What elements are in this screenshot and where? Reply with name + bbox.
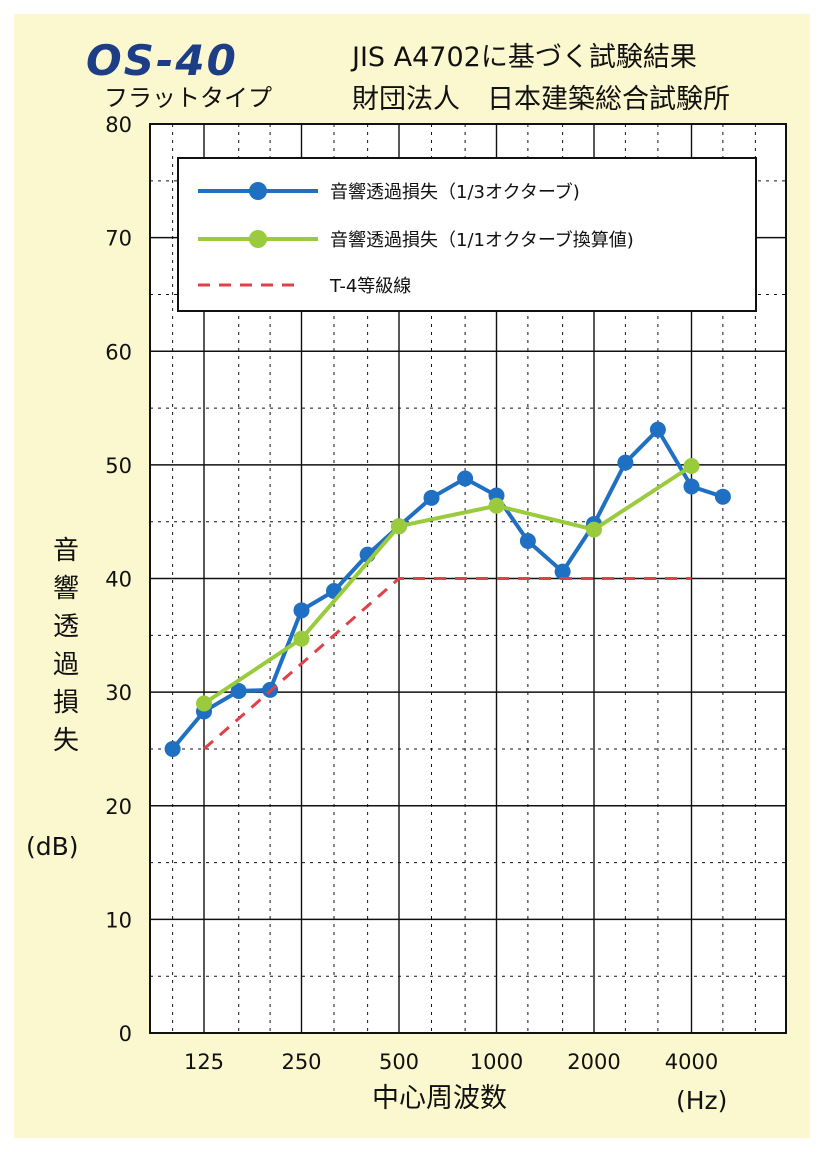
y-tick-label: 30 (105, 681, 132, 705)
y-axis-label-char: 失 (52, 726, 79, 756)
data-point-octave (683, 458, 700, 475)
y-tick-label: 0 (119, 1022, 132, 1046)
data-point-third-octave (683, 478, 700, 495)
x-tick-label: 500 (379, 1050, 419, 1074)
y-axis-label-char: 過 (52, 650, 79, 680)
y-tick-label: 60 (105, 340, 132, 364)
data-point-third-octave (649, 421, 666, 438)
y-axis-label-char: 損 (52, 688, 79, 718)
data-point-octave (488, 497, 505, 514)
data-point-third-octave (293, 602, 310, 619)
data-point-third-octave (423, 489, 440, 506)
legend-swatch-marker (249, 182, 267, 200)
data-point-third-octave (457, 470, 474, 487)
y-axis-label-char: 透 (52, 612, 79, 642)
product-subtype: フラットタイプ (104, 84, 272, 112)
y-axis-label-char: 音 (52, 536, 79, 566)
series-line-t4-grade (203, 577, 692, 751)
x-tick-label: 250 (281, 1050, 321, 1074)
legend-label: 音響透過損失（1/1オクターブ換算値) (330, 229, 634, 251)
product-logo: OS-40 (86, 36, 238, 85)
chart-title: JIS A4702に基づく試験結果 (352, 42, 697, 73)
data-point-third-octave (230, 682, 247, 699)
data-point-octave (586, 521, 602, 538)
legend-box (177, 157, 757, 312)
x-tick-label: 4000 (665, 1050, 718, 1074)
data-point-third-octave (617, 454, 634, 471)
x-tick-label: 2000 (567, 1050, 620, 1074)
x-tick-label: 1000 (470, 1050, 523, 1074)
data-point-third-octave (554, 563, 571, 580)
x-tick-label: 125 (184, 1050, 224, 1074)
legend-label: T-4等級線 (329, 276, 411, 297)
legend-label: 音響透過損失（1/3オクターブ) (330, 181, 580, 203)
y-axis-label-char: 響 (52, 574, 79, 604)
data-point-third-octave (714, 488, 731, 505)
y-tick-label: 20 (105, 795, 132, 819)
data-point-octave (196, 695, 212, 712)
data-point-third-octave (519, 533, 536, 550)
series-line-octave (202, 464, 693, 706)
chart-subtitle: 財団法人 日本建築総合試験所 (352, 84, 730, 115)
y-tick-label: 80 (105, 113, 132, 137)
data-point-octave (293, 630, 310, 647)
y-tick-label: 50 (105, 454, 132, 478)
y-axis-unit: (dB) (26, 832, 79, 861)
y-axis-label: 音 響 透 過 損 失 (46, 532, 86, 760)
y-tick-label: 10 (105, 908, 132, 932)
legend-swatch-marker (249, 230, 267, 248)
data-point-third-octave (164, 740, 181, 757)
data-point-octave (391, 518, 407, 535)
y-tick-label: 40 (105, 568, 132, 592)
y-tick-label: 70 (105, 227, 132, 251)
x-axis-label: 中心周波数 (372, 1083, 507, 1114)
x-axis-unit: (Hz) (676, 1086, 728, 1115)
